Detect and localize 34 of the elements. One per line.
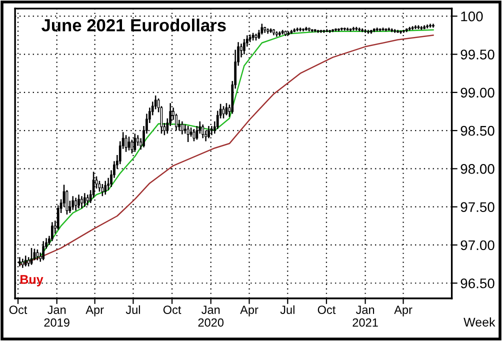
- candlestick: [184, 124, 186, 134]
- candlestick: [51, 221, 54, 242]
- x-tick-label: Jan 2019: [44, 306, 70, 327]
- candlestick: [260, 23, 264, 36]
- y-tick-label: 99.50: [460, 50, 494, 60]
- y-tick-label: 99.00: [460, 88, 494, 98]
- y-tick-label: 97.00: [460, 240, 494, 250]
- x-tick-label: Apr: [86, 306, 104, 316]
- x-tick-label: Oct: [318, 306, 336, 314]
- candlestick: [202, 124, 204, 139]
- y-tick-label: 98.50: [460, 126, 494, 136]
- candlestick: [36, 248, 39, 261]
- x-tick-label: Jan 2021: [352, 306, 378, 327]
- x-tick-label: Jul: [280, 305, 294, 314]
- candlestick: [24, 255, 27, 267]
- y-tick-label: 97.50: [460, 202, 494, 212]
- candlestick: [186, 125, 190, 143]
- y-tick-label: 100: [461, 11, 483, 22]
- y-tick-label: 98.00: [460, 164, 494, 174]
- candlestick: [101, 183, 104, 197]
- x-tick-label: Jul: [126, 305, 140, 314]
- candlestick: [27, 256, 30, 267]
- x-tick-label: Oct: [163, 306, 182, 314]
- x-tick-label: Apr: [240, 306, 258, 316]
- chart-title: June 2021 Eurodollars: [42, 18, 226, 32]
- candlestick: [80, 196, 83, 209]
- annotation: Buy: [20, 275, 44, 286]
- y-tick-label: 96.50: [460, 278, 494, 288]
- candlestick: [21, 258, 24, 268]
- x-tick-label: Apr: [394, 306, 412, 316]
- candlestick: [104, 180, 107, 196]
- x-tick-label: Oct: [9, 306, 28, 314]
- x-tick-label: Jan 2020: [198, 306, 224, 327]
- x-axis-title: Week: [464, 317, 496, 327]
